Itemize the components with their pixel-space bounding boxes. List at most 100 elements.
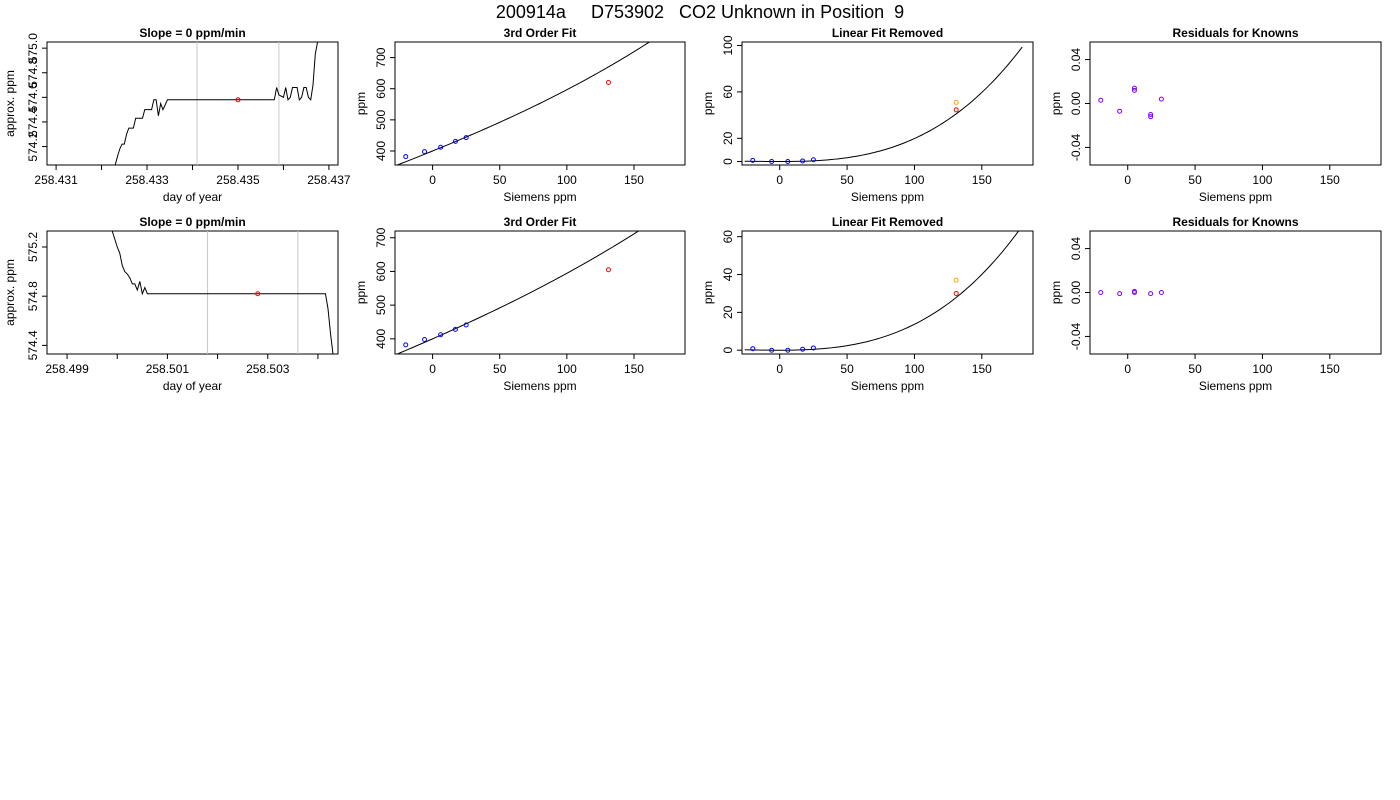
- data-point-residual: [1131, 85, 1137, 91]
- data-point-known: [403, 154, 409, 160]
- data-point-known: [463, 322, 469, 328]
- x-tick-label: 50: [1188, 173, 1202, 187]
- y-tick-label: 0.00: [1069, 280, 1083, 304]
- data-point-known: [785, 347, 791, 353]
- x-tick-label: 258.435: [216, 173, 260, 187]
- plot-frame: [741, 41, 1034, 166]
- plot-frame: [741, 230, 1034, 355]
- data-point-residual: [1117, 108, 1123, 114]
- x-tick-label: 0: [1124, 173, 1131, 187]
- plot-title: Slope = 0 ppm/min: [139, 215, 245, 229]
- fit-curve: [744, 231, 1020, 351]
- x-tick-label: 50: [840, 173, 854, 187]
- y-axis-label: ppm: [354, 281, 368, 304]
- y-tick-label: 574.4: [26, 107, 40, 137]
- y-tick-label: 0.04: [1069, 48, 1083, 72]
- plot-title: 3rd Order Fit: [504, 26, 577, 40]
- y-axis-label: ppm: [354, 92, 368, 115]
- plot-r2c3: Linear Fit Removed 0 50 100 150 Siemens ppm 0 2…: [701, 215, 1034, 393]
- data-point-known: [403, 342, 409, 348]
- data-point-known: [785, 159, 791, 165]
- x-axis-label: day of year: [163, 190, 222, 204]
- x-axis-label: Siemens ppm: [851, 379, 924, 393]
- data-point-residual: [1148, 114, 1154, 120]
- x-tick-label: 150: [1320, 173, 1340, 187]
- fit-curve: [744, 46, 1023, 163]
- plot-title: Linear Fit Removed: [832, 26, 943, 40]
- x-tick-label: 258.501: [146, 362, 190, 376]
- plot-area: [1098, 288, 1164, 297]
- y-axis-label: approx. ppm: [3, 259, 17, 326]
- data-point-known: [438, 332, 444, 338]
- plot-frame: [394, 41, 686, 166]
- y-tick-label: 700: [374, 227, 388, 247]
- data-point-known: [452, 326, 458, 332]
- y-tick-label: 400: [374, 141, 388, 161]
- x-tick-label: 150: [972, 362, 992, 376]
- x-tick-label: 258.437: [307, 173, 351, 187]
- data-point-unknown: [255, 291, 261, 297]
- y-tick-label: 574.2: [26, 131, 40, 161]
- plot-frame: [46, 230, 339, 355]
- data-point-known: [422, 149, 428, 155]
- x-tick-label: 150: [972, 173, 992, 187]
- x-tick-label: 100: [1252, 173, 1272, 187]
- data-point-known: [810, 345, 816, 351]
- x-tick-label: 150: [1320, 362, 1340, 376]
- x-tick-label: 150: [624, 173, 644, 187]
- data-point-uncorrected: [953, 99, 959, 105]
- plot-r1c1: Slope = 0 ppm/min 258.431 258.433 258.435 25…: [3, 26, 351, 204]
- y-tick-label: 100: [721, 35, 735, 55]
- y-tick-label: 575.2: [26, 232, 40, 262]
- data-point-known: [750, 157, 756, 163]
- plot-area: [1098, 85, 1164, 120]
- x-tick-label: 0: [429, 362, 436, 376]
- x-tick-label: 0: [1124, 362, 1131, 376]
- y-tick-label: 0.04: [1069, 237, 1083, 261]
- x-tick-label: 258.499: [45, 362, 89, 376]
- data-point-known: [422, 337, 428, 343]
- y-tick-label: 574.8: [26, 57, 40, 87]
- y-tick-label: 20: [721, 305, 735, 319]
- x-tick-label: 0: [429, 173, 436, 187]
- y-tick-label: -0.04: [1069, 133, 1083, 161]
- data-point-known: [800, 158, 806, 164]
- data-point-residual: [1098, 97, 1104, 103]
- y-axis-label: ppm: [701, 92, 715, 115]
- y-tick-label: 700: [374, 47, 388, 67]
- y-axis-label: ppm: [1049, 92, 1063, 115]
- plot-frame: [1089, 41, 1382, 166]
- plot-r1c3: Linear Fit Removed 0 50 100 150 Siemens ppm 0 2…: [701, 26, 1034, 204]
- x-tick-label: 100: [557, 173, 577, 187]
- x-tick-label: 100: [1252, 362, 1272, 376]
- data-point-known: [750, 346, 756, 352]
- plot-area: [744, 231, 1020, 353]
- data-point-unknown: [605, 79, 611, 85]
- data-point-unknown: [953, 107, 959, 113]
- y-tick-label: 0: [721, 158, 735, 165]
- y-tick-label: 60: [721, 85, 735, 99]
- data-point-residual: [1158, 290, 1164, 295]
- x-axis-label: Siemens ppm: [1199, 190, 1272, 204]
- data-point-residual: [1148, 111, 1154, 117]
- y-axis-label: ppm: [701, 281, 715, 304]
- plot-r1c2: 3rd Order Fit 0 50 100 150 Siemens ppm 400 500 6…: [354, 26, 686, 204]
- plot-area: [744, 46, 1023, 165]
- figure-title: 200914a D753902 CO2 Unknown in Position …: [495, 2, 905, 22]
- y-tick-label: 400: [374, 329, 388, 349]
- data-point-known: [769, 347, 775, 353]
- x-tick-label: 50: [840, 362, 854, 376]
- x-tick-label: 258.431: [34, 173, 78, 187]
- x-tick-label: 150: [624, 362, 644, 376]
- data-point-residual: [1131, 290, 1137, 295]
- x-tick-label: 258.503: [246, 362, 290, 376]
- x-tick-label: 0: [776, 173, 783, 187]
- fit-curve: [397, 42, 651, 165]
- plot-frame: [1089, 230, 1382, 355]
- y-tick-label: 575.0: [26, 33, 40, 63]
- x-tick-label: 100: [557, 362, 577, 376]
- plot-frame: [394, 230, 686, 355]
- data-point-residual: [1098, 290, 1104, 295]
- x-tick-label: 50: [493, 173, 507, 187]
